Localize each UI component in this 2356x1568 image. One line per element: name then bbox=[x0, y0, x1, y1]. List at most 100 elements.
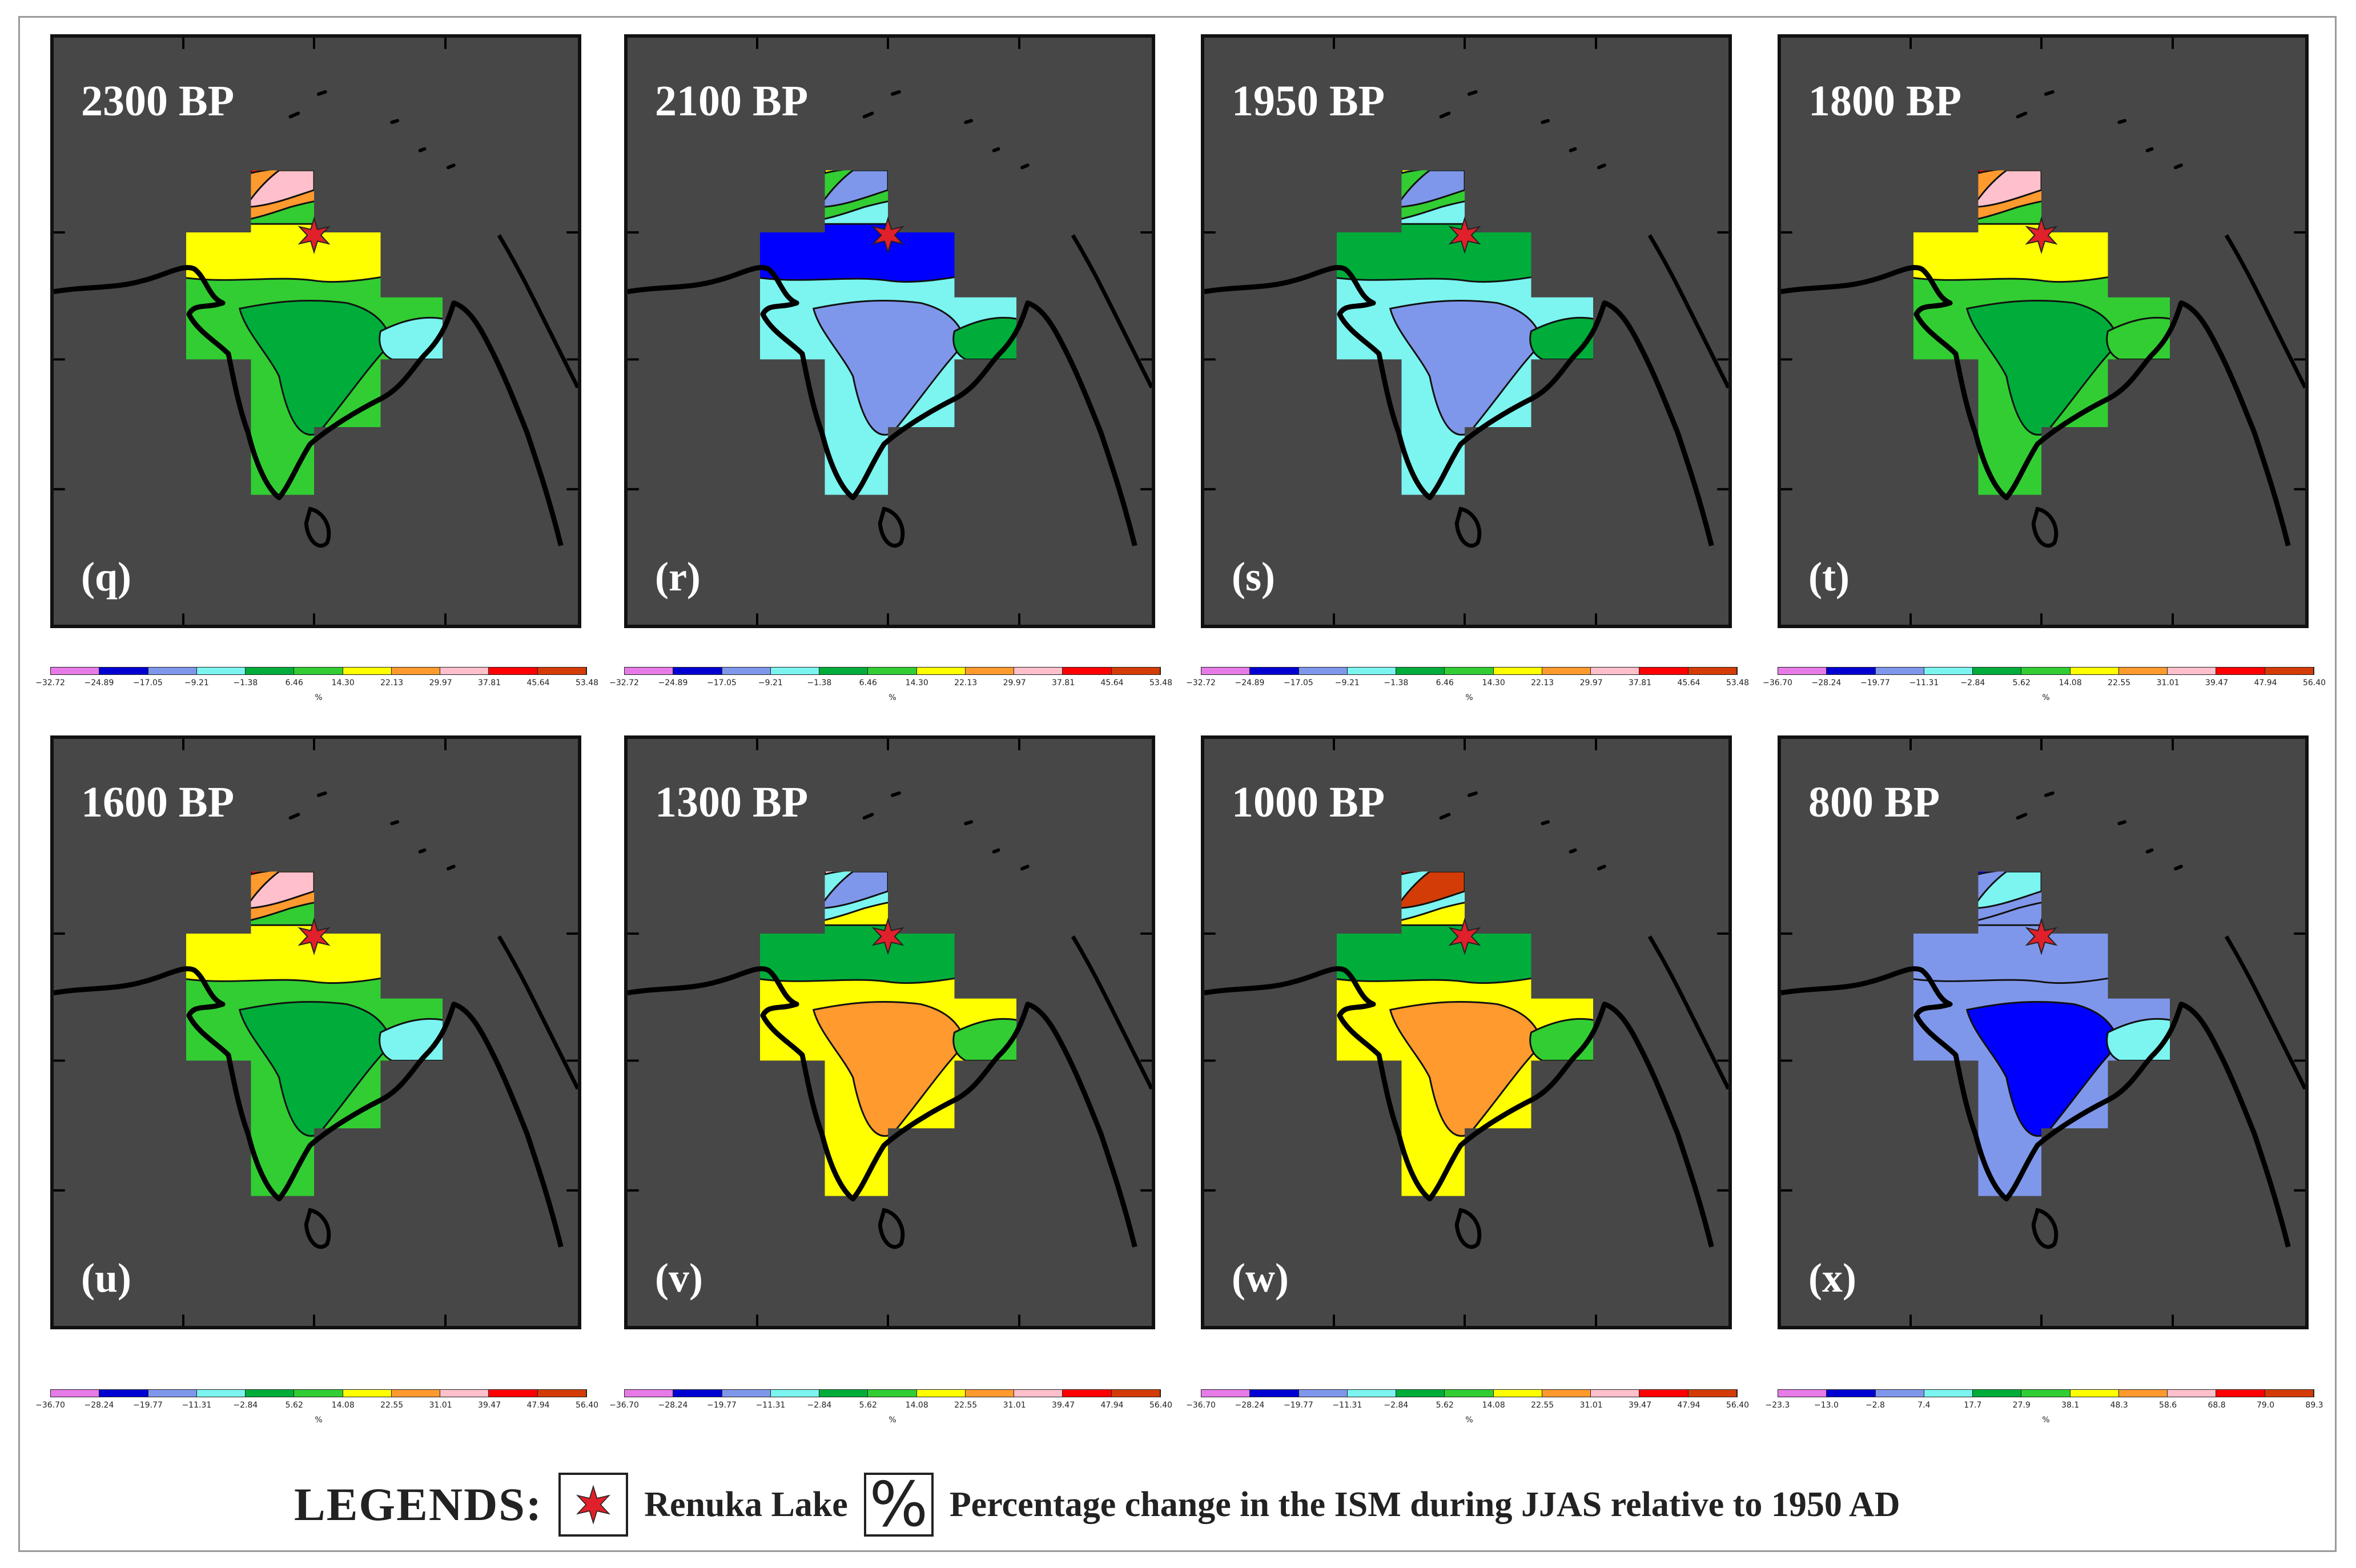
colorbar-swatch bbox=[673, 668, 722, 674]
colorbar-unit: % bbox=[315, 693, 323, 702]
colorbar-tick-label: 45.64 bbox=[1677, 678, 1700, 687]
colorbar: −32.72 −24.89 −17.05 −9.21 −1.38 6.46 14.30 22.… bbox=[35, 667, 598, 707]
colorbar-tick-label: 6.46 bbox=[859, 678, 877, 687]
colorbar-swatch bbox=[722, 668, 771, 674]
era-label: 2300 BP bbox=[81, 77, 235, 125]
colorbar-tick-label: −32.72 bbox=[609, 678, 639, 687]
colorbar-tick-label: −36.70 bbox=[609, 1401, 639, 1410]
colorbar-tick-label: 53.48 bbox=[575, 678, 599, 687]
colorbar-tick-label: −36.70 bbox=[1763, 678, 1792, 687]
colorbar-swatch bbox=[294, 668, 343, 674]
colorbar-swatch bbox=[2168, 1390, 2217, 1397]
colorbar-swatch bbox=[770, 1390, 820, 1397]
colorbar-swatch bbox=[391, 1390, 441, 1397]
colorbar-tick-label: 5.62 bbox=[2012, 678, 2031, 687]
colorbar-swatch bbox=[537, 668, 586, 674]
colorbar-tick-label: 58.6 bbox=[2159, 1401, 2177, 1410]
colorbar-swatch bbox=[294, 1390, 343, 1397]
map-panel: 1950 BP (s) bbox=[1201, 34, 1732, 628]
colorbar-swatch bbox=[148, 1390, 197, 1397]
colorbar-tick-label: −17.05 bbox=[1284, 678, 1313, 687]
colorbar-tick-label: −2.84 bbox=[807, 1401, 832, 1410]
colorbar-swatch bbox=[1063, 1390, 1112, 1397]
colorbar-swatch bbox=[51, 1390, 100, 1397]
colorbar-swatch bbox=[2216, 1390, 2265, 1397]
colorbar-swatch bbox=[1111, 668, 1160, 674]
precipitation-map bbox=[628, 38, 1152, 625]
panel-label: (u) bbox=[81, 1255, 131, 1301]
colorbar-swatch bbox=[489, 668, 538, 674]
colorbar-swatch bbox=[1542, 1390, 1591, 1397]
colorbar-swatch bbox=[1201, 668, 1251, 674]
colorbar-tick-label: 56.40 bbox=[575, 1401, 599, 1410]
map-panel: 1800 BP (t) bbox=[1778, 34, 2309, 628]
colorbar-tick-label: 14.30 bbox=[1482, 678, 1505, 687]
colorbar-swatch bbox=[196, 1390, 246, 1397]
colorbar-tick-label: −19.77 bbox=[1860, 678, 1890, 687]
colorbar-tick-label: 14.30 bbox=[331, 678, 355, 687]
renuka-lake-marker bbox=[2025, 917, 2058, 955]
colorbar-swatch bbox=[1639, 668, 1688, 674]
era-label: 1300 BP bbox=[655, 778, 809, 826]
colorbar-swatch bbox=[1201, 1390, 1251, 1397]
colorbar-tick-label: −19.77 bbox=[133, 1401, 163, 1410]
colorbar-tick-label: 38.1 bbox=[2061, 1401, 2080, 1410]
colorbar-tick-label: −9.21 bbox=[184, 678, 209, 687]
legend-title: LEGENDS: bbox=[294, 1478, 543, 1530]
colorbar-tick-label: 39.47 bbox=[1629, 1401, 1652, 1410]
colorbar-swatch bbox=[2118, 1390, 2168, 1397]
colorbar-swatch bbox=[2070, 668, 2119, 674]
colorbar-swatch bbox=[1493, 668, 1542, 674]
colorbar-tick-label: 37.81 bbox=[478, 678, 501, 687]
colorbar-tick-label: 22.13 bbox=[1531, 678, 1554, 687]
colorbar-swatch bbox=[1827, 1390, 1876, 1397]
colorbar-unit: % bbox=[888, 693, 896, 702]
colorbar-tick-label: 47.94 bbox=[526, 1401, 550, 1410]
colorbar-tick-label: 56.40 bbox=[1149, 1401, 1173, 1410]
colorbar-swatch bbox=[2265, 668, 2314, 674]
colorbar-tick-label: 53.48 bbox=[1149, 678, 1173, 687]
renuka-lake-marker bbox=[2025, 216, 2058, 254]
colorbar-swatch bbox=[51, 668, 100, 674]
colorbar-tick-label: −9.21 bbox=[1334, 678, 1360, 687]
colorbar-swatch bbox=[2021, 668, 2070, 674]
colorbar-swatch bbox=[965, 668, 1015, 674]
colorbar-tick-label: −1.38 bbox=[1384, 678, 1409, 687]
colorbar-tick-label: 39.47 bbox=[1052, 1401, 1075, 1410]
map-panel: 1600 BP (u) bbox=[50, 735, 581, 1329]
colorbar-tick-label: −17.05 bbox=[707, 678, 737, 687]
colorbar-swatch bbox=[770, 668, 820, 674]
renuka-lake-marker bbox=[1448, 216, 1481, 254]
panel-label: (q) bbox=[81, 554, 131, 600]
colorbar-swatch bbox=[1063, 668, 1112, 674]
colorbar-tick-label: 39.47 bbox=[478, 1401, 501, 1410]
colorbar-tick-label: 22.13 bbox=[380, 678, 404, 687]
colorbar-tick-label: 29.97 bbox=[1579, 678, 1603, 687]
colorbar-unit: % bbox=[315, 1416, 323, 1425]
colorbar-tick-label: 68.8 bbox=[2208, 1401, 2226, 1410]
colorbar: −36.70 −28.24 −19.77 −11.31 −2.84 5.62 14.08 22… bbox=[1763, 667, 2326, 707]
colorbar-unit: % bbox=[888, 1416, 896, 1425]
colorbar: −36.70 −28.24 −19.77 −11.31 −2.84 5.62 14.08 22… bbox=[609, 1389, 1172, 1429]
colorbar-swatch bbox=[1591, 668, 1640, 674]
colorbar-tick-label: 48.3 bbox=[2110, 1401, 2128, 1410]
colorbar-tick-label: 56.40 bbox=[1726, 1401, 1750, 1410]
colorbar-swatch bbox=[1591, 1390, 1640, 1397]
colorbar: −36.70 −28.24 −19.77 −11.31 −2.84 5.62 14.08 22… bbox=[1186, 1389, 1749, 1429]
colorbar-swatch bbox=[1250, 668, 1299, 674]
colorbar-tick-label: 56.40 bbox=[2302, 678, 2326, 687]
map-panel: 2300 BP (q) bbox=[50, 34, 581, 628]
colorbar-tick-label: −24.89 bbox=[658, 678, 688, 687]
colorbar-tick-label: −17.05 bbox=[133, 678, 163, 687]
colorbar-tick-label: −28.24 bbox=[84, 1401, 114, 1410]
colorbar-swatch bbox=[99, 1390, 148, 1397]
colorbar-unit: % bbox=[2042, 1416, 2050, 1425]
panel-label: (v) bbox=[655, 1255, 703, 1301]
colorbar-swatch bbox=[1778, 668, 1827, 674]
colorbar-swatch bbox=[2216, 668, 2265, 674]
colorbar-swatch bbox=[1250, 1390, 1299, 1397]
colorbar: −23.3 −13.0 −2.8 7.4 17.7 27.9 38.1 48.3 58.6 68.… bbox=[1766, 1389, 2323, 1429]
colorbar-swatch bbox=[99, 668, 148, 674]
colorbar-swatch bbox=[1298, 668, 1348, 674]
colorbar-tick-label: −24.89 bbox=[1235, 678, 1265, 687]
